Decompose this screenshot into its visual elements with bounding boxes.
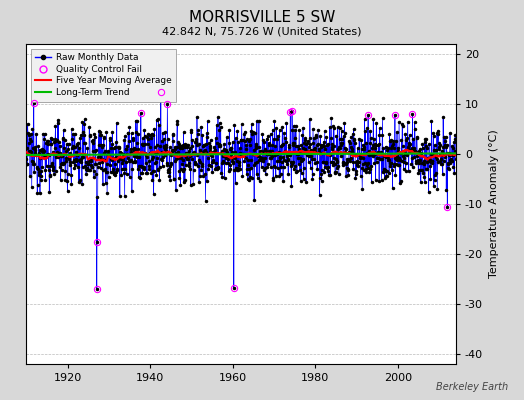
Text: 42.842 N, 75.726 W (United States): 42.842 N, 75.726 W (United States) [162,26,362,36]
Legend: Raw Monthly Data, Quality Control Fail, Five Year Moving Average, Long-Term Tren: Raw Monthly Data, Quality Control Fail, … [31,48,176,102]
Text: Berkeley Earth: Berkeley Earth [436,382,508,392]
Y-axis label: Temperature Anomaly (°C): Temperature Anomaly (°C) [488,130,499,278]
Text: MORRISVILLE 5 SW: MORRISVILLE 5 SW [189,10,335,25]
